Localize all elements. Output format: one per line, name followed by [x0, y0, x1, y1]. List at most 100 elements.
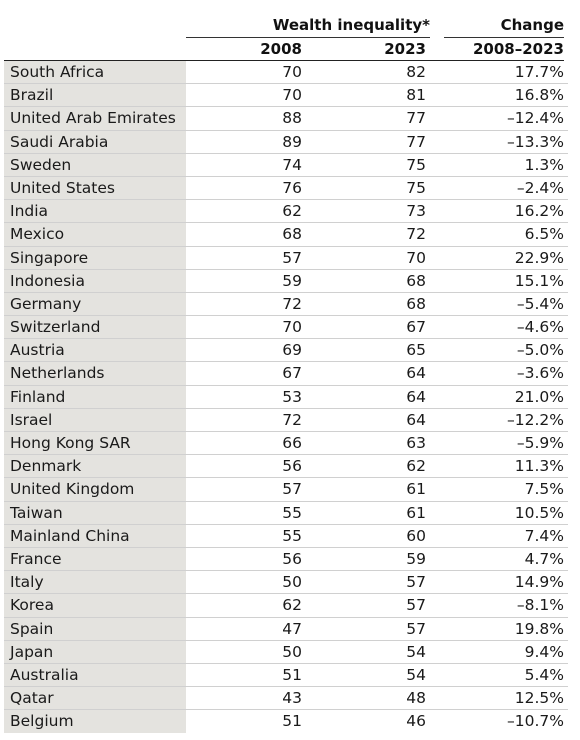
value-2008: 88 — [282, 109, 302, 128]
country-name: Israel — [4, 408, 186, 431]
table-row: Australia 51 54 5.4% — [4, 663, 568, 688]
change-percent: 7.4% — [524, 526, 564, 545]
value-2008: 62 — [282, 596, 302, 615]
value-2008: 69 — [282, 341, 302, 360]
change-percent: 19.8% — [514, 619, 564, 638]
value-2023: 73 — [406, 202, 426, 221]
value-2008: 67 — [282, 364, 302, 383]
change-percent: 21.0% — [514, 387, 564, 406]
table-row: Germany 72 68 –5.4% — [4, 292, 568, 317]
value-2008: 56 — [282, 457, 302, 476]
value-2023: 70 — [406, 248, 426, 267]
country-name: Spain — [4, 617, 186, 640]
table-row: Mexico 68 72 6.5% — [4, 223, 568, 247]
value-2008: 51 — [282, 665, 302, 684]
value-2023: 48 — [406, 689, 426, 708]
table-row: United Kingdom 57 61 7.5% — [4, 478, 568, 502]
country-name: Hong Kong SAR — [4, 432, 186, 455]
table-row: Singapore 57 70 22.9% — [4, 246, 568, 270]
value-2008: 70 — [282, 63, 302, 81]
value-2008: 55 — [282, 526, 302, 545]
table-row: Finland 53 64 21.0% — [4, 385, 568, 409]
country-name: Japan — [4, 640, 186, 663]
change-percent: –5.9% — [516, 434, 564, 452]
country-name: Mainland China — [4, 524, 186, 547]
value-2008: 50 — [282, 642, 302, 661]
value-2023: 54 — [406, 642, 426, 661]
value-2023: 75 — [406, 155, 426, 174]
value-2008: 55 — [282, 503, 302, 522]
value-2023: 77 — [406, 132, 426, 151]
change-percent: 16.2% — [514, 202, 564, 221]
table-row: United States 76 75 –2.4% — [4, 176, 568, 201]
value-2008: 53 — [282, 387, 302, 406]
table-row: Brazil 70 81 16.8% — [4, 84, 568, 108]
value-2008: 62 — [282, 202, 302, 221]
country-name: United Kingdom — [4, 478, 186, 501]
value-2023: 72 — [406, 225, 426, 244]
value-2023: 62 — [406, 457, 426, 476]
change-percent: 15.1% — [514, 271, 564, 290]
country-name: Saudi Arabia — [4, 130, 186, 153]
value-2023: 61 — [406, 503, 426, 522]
change-percent: 14.9% — [514, 573, 564, 592]
value-2023: 57 — [406, 596, 426, 615]
table-row: Sweden 74 75 1.3% — [4, 153, 568, 177]
table-row: Korea 62 57 –8.1% — [4, 594, 568, 618]
header-year-2023: 2023 — [384, 40, 426, 58]
change-percent: –5.4% — [516, 294, 564, 313]
value-2008: 57 — [282, 480, 302, 499]
value-2008: 59 — [282, 271, 302, 290]
table-row: Taiwan 55 61 10.5% — [4, 501, 568, 525]
table-row: Italy 50 57 14.9% — [4, 571, 568, 595]
country-name: South Africa — [4, 61, 186, 84]
country-name: Finland — [4, 385, 186, 408]
change-percent: 22.9% — [514, 248, 564, 267]
country-name: Italy — [4, 571, 186, 594]
change-percent: 9.4% — [524, 642, 564, 661]
value-2023: 64 — [406, 364, 426, 383]
value-2023: 59 — [406, 549, 426, 568]
value-2023: 46 — [406, 712, 426, 731]
value-2023: 77 — [406, 109, 426, 128]
change-percent: 1.3% — [524, 155, 564, 174]
value-2008: 74 — [282, 155, 302, 174]
value-2023: 54 — [406, 665, 426, 684]
country-name: Mexico — [4, 223, 186, 246]
value-2023: 61 — [406, 480, 426, 499]
change-percent: 7.5% — [524, 480, 564, 499]
table-body: South Africa 70 82 17.7% Brazil 70 81 16.8% Unit… — [4, 61, 568, 734]
value-2008: 70 — [282, 86, 302, 105]
header-group-rule — [186, 37, 430, 38]
value-2023: 81 — [406, 86, 426, 105]
change-percent: –10.7% — [507, 712, 564, 731]
country-name: Sweden — [4, 153, 186, 176]
table-row: Switzerland 70 67 –4.6% — [4, 316, 568, 340]
country-name: Korea — [4, 594, 186, 617]
country-name: Brazil — [4, 84, 186, 107]
header-change-range: 2008–2023 — [473, 40, 564, 58]
value-2023: 75 — [406, 178, 426, 197]
country-name: Netherlands — [4, 362, 186, 385]
value-2023: 63 — [406, 434, 426, 452]
value-2008: 72 — [282, 294, 302, 313]
change-percent: 6.5% — [524, 225, 564, 244]
table-row: Hong Kong SAR 66 63 –5.9% — [4, 432, 568, 456]
country-name: Qatar — [4, 687, 186, 710]
value-2008: 68 — [282, 225, 302, 244]
country-name: Singapore — [4, 246, 186, 269]
country-name: Australia — [4, 663, 186, 687]
change-percent: 17.7% — [514, 63, 564, 81]
value-2008: 56 — [282, 549, 302, 568]
value-2008: 70 — [282, 318, 302, 337]
change-percent: –4.6% — [516, 318, 564, 337]
value-2008: 57 — [282, 248, 302, 267]
value-2008: 50 — [282, 573, 302, 592]
change-percent: 4.7% — [524, 549, 564, 568]
country-name: Belgium — [4, 710, 186, 734]
table-row: United Arab Emirates 88 77 –12.4% — [4, 107, 568, 131]
value-2023: 64 — [406, 387, 426, 406]
table-row: Indonesia 59 68 15.1% — [4, 269, 568, 293]
value-2023: 60 — [406, 526, 426, 545]
